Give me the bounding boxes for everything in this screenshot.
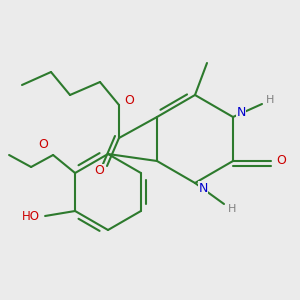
- Text: HO: HO: [22, 209, 40, 223]
- Text: O: O: [276, 154, 286, 167]
- Text: H: H: [266, 95, 274, 105]
- Text: O: O: [94, 164, 104, 178]
- Text: H: H: [228, 204, 236, 214]
- Text: O: O: [38, 139, 48, 152]
- Text: O: O: [124, 94, 134, 106]
- Text: N: N: [198, 182, 208, 194]
- Text: N: N: [236, 106, 246, 118]
